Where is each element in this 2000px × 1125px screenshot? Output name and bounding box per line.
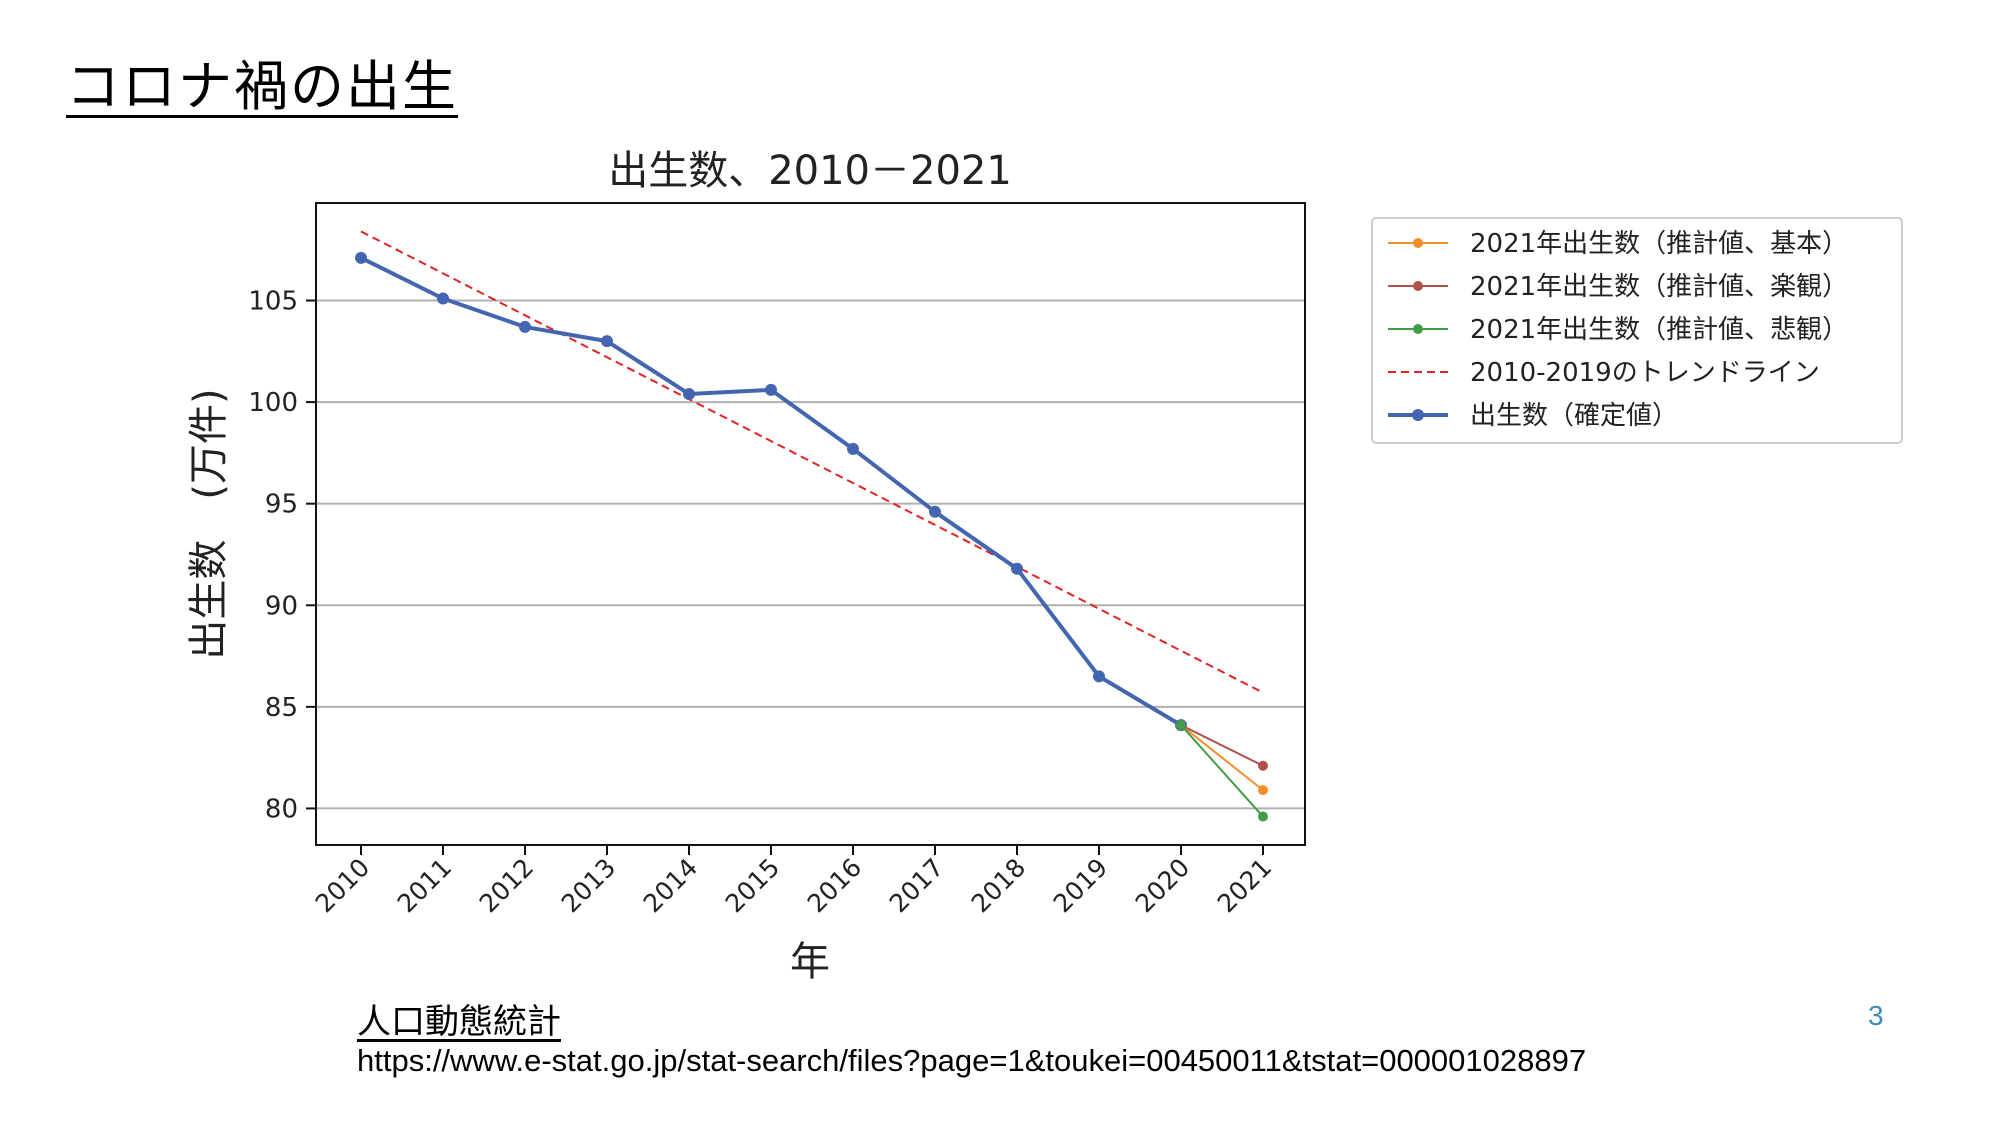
series-line-0 (1180, 724, 1264, 791)
point-4-2016 (847, 442, 859, 455)
x-tick-label-2018: 2018 (966, 853, 1031, 918)
source-url: https://www.e-stat.go.jp/stat-search/fil… (357, 1043, 1587, 1078)
y-tick-label-95: 95 (265, 490, 298, 520)
point-4-2018 (1011, 562, 1023, 575)
plot-frame (315, 202, 1306, 846)
series-line-2 (1180, 724, 1264, 818)
point-4-2010 (355, 251, 367, 264)
series-line-4 (360, 256, 1183, 727)
series-layer (355, 230, 1268, 822)
x-axis: 2010 2011 2012 2013 2014 2015 2016 2017 2018 2019… (310, 845, 1277, 918)
legend-marker-2 (1413, 324, 1423, 334)
legend: 2021年出生数（推計値、基本） 2021年出生数（推計値、楽観） 2021年出生数… (1371, 217, 1903, 444)
legend-label-1: 2021年出生数（推計値、楽観） (1470, 272, 1848, 302)
x-tick-label-2021: 2021 (1212, 853, 1277, 918)
legend-label-3: 2010-2019のトレンドライン (1470, 358, 1820, 388)
series-2 (1176, 720, 1268, 822)
point-4-2014 (683, 387, 695, 400)
point-2-2020 (1176, 720, 1186, 731)
x-tick-label-2016: 2016 (802, 853, 867, 918)
series-0 (1176, 720, 1268, 796)
chart-title: 出生数、2010－2021 (608, 148, 1012, 194)
point-1-2021 (1258, 760, 1268, 771)
point-0-2021 (1258, 785, 1268, 796)
y-tick-label-105: 105 (248, 287, 298, 317)
page-number: 3 (1868, 1000, 1884, 1031)
x-tick-label-2012: 2012 (474, 853, 539, 918)
x-tick-label-2015: 2015 (720, 853, 785, 918)
legend-frame (1371, 217, 1903, 444)
y-tick-label-100: 100 (248, 388, 298, 418)
legend-marker-4 (1412, 409, 1424, 421)
point-4-2012 (519, 320, 531, 333)
gridlines (316, 299, 1305, 810)
series-1 (1176, 720, 1268, 771)
y-axis: 80 85 90 95 100 105 (248, 287, 316, 824)
legend-label-4: 出生数（確定値） (1470, 401, 1678, 431)
point-4-2013 (601, 335, 613, 348)
y-tick-label-85: 85 (265, 693, 298, 723)
source-title: 人口動態統計 (357, 1002, 561, 1042)
point-2-2021 (1258, 811, 1268, 822)
x-axis-label: 年 (790, 939, 830, 985)
y-tick-label-80: 80 (265, 794, 298, 824)
slide-title: コロナ禍の出生 (66, 55, 458, 118)
x-tick-label-2020: 2020 (1130, 853, 1195, 918)
point-4-2011 (437, 292, 449, 305)
point-4-2019 (1093, 670, 1105, 683)
y-tick-label-90: 90 (265, 591, 298, 621)
legend-label-2: 2021年出生数（推計値、悲観） (1470, 315, 1848, 345)
x-tick-label-2017: 2017 (884, 853, 949, 918)
legend-marker-1 (1413, 281, 1423, 291)
x-tick-label-2014: 2014 (638, 853, 703, 918)
legend-label-0: 2021年出生数（推計値、基本） (1470, 229, 1848, 259)
x-tick-label-2010: 2010 (310, 853, 375, 918)
legend-marker-0 (1413, 238, 1423, 248)
x-tick-label-2011: 2011 (392, 853, 457, 918)
x-tick-label-2019: 2019 (1048, 853, 1113, 918)
point-4-2017 (929, 505, 941, 518)
series-4 (355, 251, 1187, 732)
point-4-2015 (765, 383, 777, 396)
y-axis-label: 出生数 (万件) (186, 388, 232, 659)
series-line-1 (1180, 724, 1264, 767)
x-tick-label-2013: 2013 (556, 853, 621, 918)
